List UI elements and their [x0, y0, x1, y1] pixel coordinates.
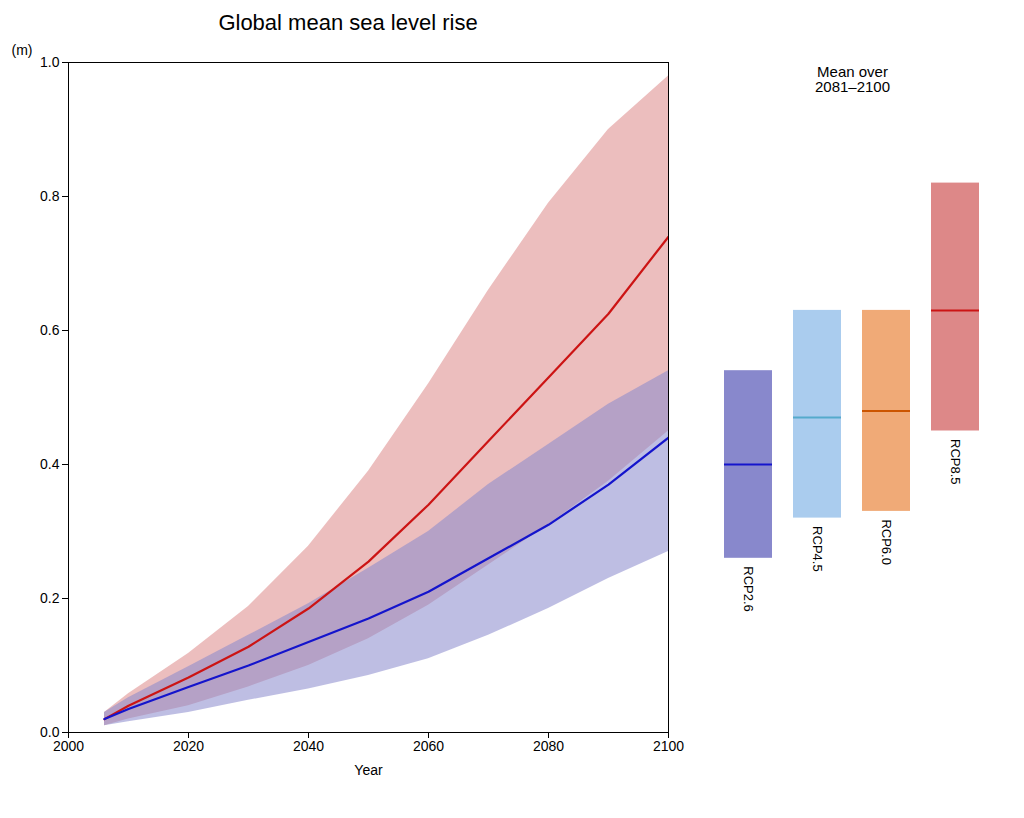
svg-text:2080: 2080	[533, 738, 564, 754]
html-text:Global mean sea level rise: Global mean sea level rise	[218, 10, 478, 35]
svg-text:(m): (m)	[12, 42, 33, 58]
svg-text:2000: 2000	[53, 738, 84, 754]
svg-text:1.0: 1.0	[40, 54, 60, 70]
svg-text:RCP4.5: RCP4.5	[810, 526, 825, 572]
svg-text:0.2: 0.2	[40, 590, 60, 606]
svg-text:RCP6.0: RCP6.0	[879, 519, 894, 565]
svg-text:0.4: 0.4	[40, 456, 60, 472]
svg-text:2040: 2040	[293, 738, 324, 754]
svg-text:RCP2.6: RCP2.6	[741, 566, 756, 612]
svg-text:Year: Year	[354, 762, 383, 778]
svg-text:0.8: 0.8	[40, 188, 60, 204]
svg-text:RCP8.5: RCP8.5	[948, 439, 963, 485]
svg-text:2100: 2100	[653, 738, 684, 754]
svg-text:2020: 2020	[173, 738, 204, 754]
svg-text:2060: 2060	[413, 738, 444, 754]
svg-text:0.6: 0.6	[40, 322, 60, 338]
svg-text:0.0: 0.0	[40, 724, 60, 740]
svg-text:Mean over2081–2100: Mean over2081–2100	[815, 63, 890, 95]
